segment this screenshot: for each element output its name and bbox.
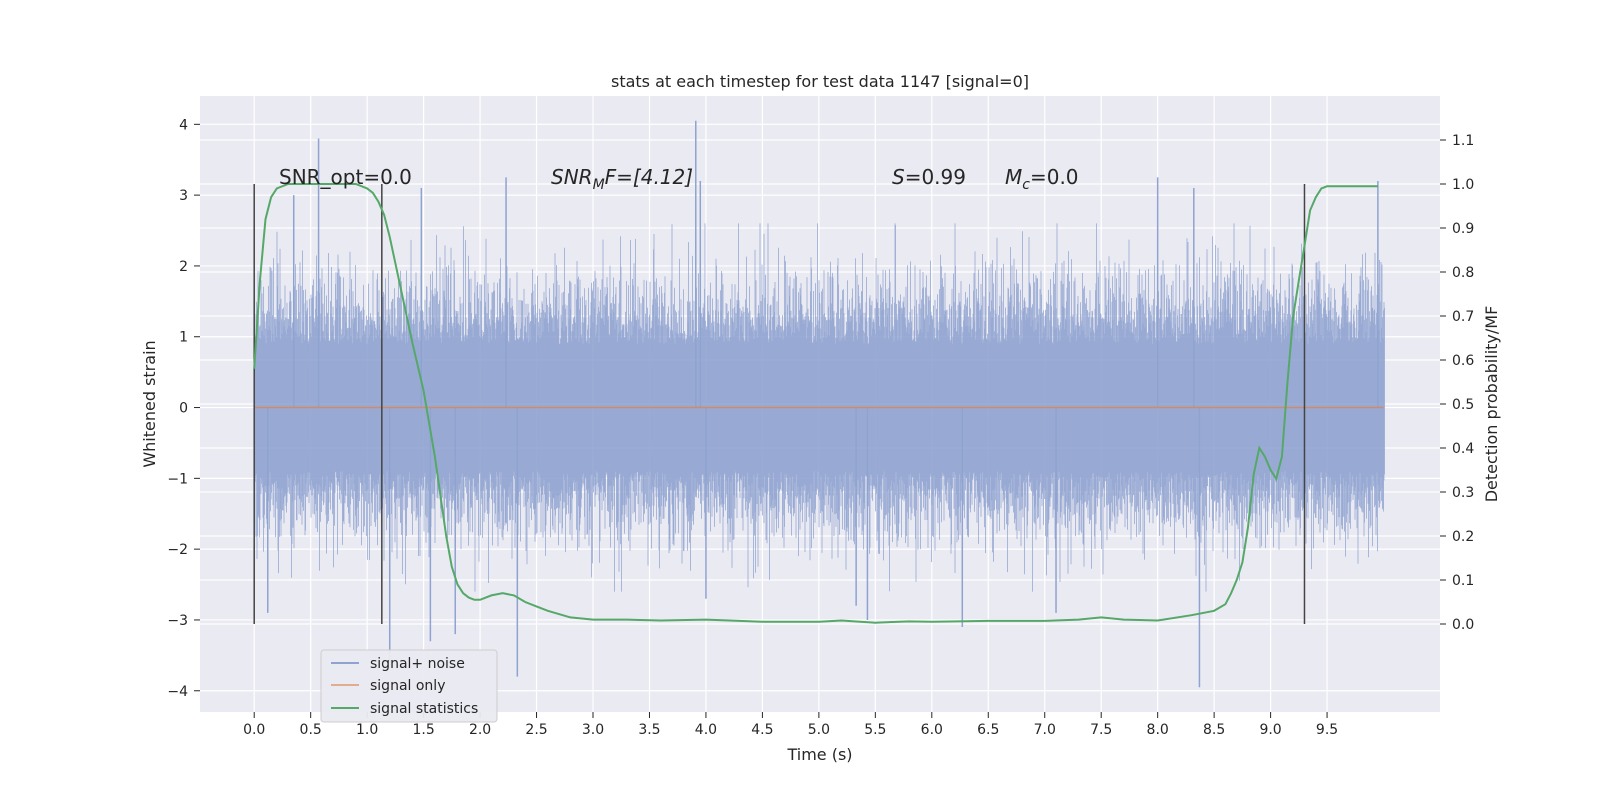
x-axis-label: Time (s) xyxy=(786,745,852,764)
y-right-tick-label: 1.0 xyxy=(1452,177,1474,193)
y-right-tick-label: 0.3 xyxy=(1452,485,1474,501)
snr-mf-sub: M xyxy=(593,177,605,193)
x-tick-label: 5.0 xyxy=(808,722,830,738)
y-right-tick-label: 1.1 xyxy=(1452,133,1474,149)
x-tick-label: 7.0 xyxy=(1034,722,1056,738)
y-right-tick-label: 0.1 xyxy=(1452,573,1474,589)
x-tick-label: 5.5 xyxy=(864,722,886,738)
annotation-mc: Mc=0.0 xyxy=(1005,165,1079,193)
y-left-axis-label: Whitened strain xyxy=(140,340,159,467)
y-left-tick-label: 4 xyxy=(179,117,188,133)
y-left-ticks: 4 3 2 1 0 −1 −2 −3 −4 xyxy=(167,117,200,700)
legend-label-signal-noise: signal+ noise xyxy=(370,656,465,672)
y-right-tick-label: 0.6 xyxy=(1452,353,1474,369)
y-left-tick-label: −3 xyxy=(167,613,188,629)
y-right-tick-label: 0.7 xyxy=(1452,309,1474,325)
annotation-snr-opt: SNR_opt=0.0 xyxy=(279,165,412,189)
snr-mf-suffix: F=[4.12] xyxy=(605,165,693,189)
x-ticks: 0.0 0.5 1.0 1.5 2.0 2.5 3.0 3.5 4.0 4.5 5.0 5.5 6.0 6… xyxy=(243,712,1338,738)
x-tick-label: 8.5 xyxy=(1203,722,1225,738)
y-left-tick-label: −4 xyxy=(167,684,188,700)
s-var: S xyxy=(892,165,905,189)
mc-value: =0.0 xyxy=(1030,165,1079,189)
annotation-snr-mf: SNRMF=[4.12] xyxy=(551,165,693,193)
x-tick-label: 6.5 xyxy=(977,722,999,738)
s-value: =0.99 xyxy=(905,165,966,189)
vertical-markers xyxy=(253,184,1306,624)
y-left-tick-label: −2 xyxy=(167,542,188,558)
y-right-tick-label: 0.8 xyxy=(1452,265,1474,281)
x-tick-label: 0.0 xyxy=(243,722,265,738)
x-tick-label: 2.5 xyxy=(525,722,547,738)
x-tick-label: 9.5 xyxy=(1316,722,1338,738)
y-right-tick-label: 0.9 xyxy=(1452,221,1474,237)
x-tick-label: 8.0 xyxy=(1147,722,1169,738)
x-tick-label: 0.5 xyxy=(300,722,322,738)
x-tick-label: 3.5 xyxy=(638,722,660,738)
x-tick-label: 3.0 xyxy=(582,722,604,738)
x-tick-label: 6.0 xyxy=(921,722,943,738)
y-left-tick-label: 1 xyxy=(179,330,188,346)
x-tick-label: 9.0 xyxy=(1259,722,1281,738)
y-left-tick-label: 0 xyxy=(179,401,188,417)
x-tick-label: 4.5 xyxy=(751,722,773,738)
x-tick-label: 1.0 xyxy=(356,722,378,738)
chart-title: stats at each timestep for test data 114… xyxy=(611,72,1029,91)
mc-var: M xyxy=(1005,165,1022,189)
y-right-tick-label: 0.0 xyxy=(1452,617,1474,633)
legend-box xyxy=(320,649,498,723)
legend: signal+ noise signal only signal statist… xyxy=(320,649,498,723)
legend-label-signal-only: signal only xyxy=(370,678,445,694)
y-right-tick-label: 0.4 xyxy=(1452,441,1474,457)
x-tick-label: 1.5 xyxy=(412,722,434,738)
y-right-axis-label: Detection probability/MF xyxy=(1482,306,1501,503)
x-tick-label: 7.5 xyxy=(1090,722,1112,738)
x-tick-label: 4.0 xyxy=(695,722,717,738)
y-left-tick-label: 3 xyxy=(179,188,188,204)
annotation-s: S=0.99 xyxy=(892,165,966,189)
y-right-tick-label: 0.2 xyxy=(1452,529,1474,545)
y-left-tick-label: 2 xyxy=(179,259,188,275)
y-left-tick-label: −1 xyxy=(167,471,188,487)
noise-series xyxy=(253,120,1385,688)
snr-mf-prefix: SNR xyxy=(551,165,593,189)
y-right-ticks: 1.1 1.0 0.9 0.8 0.7 0.6 0.5 0.4 0.3 0.2 0.1 0.0 xyxy=(1440,133,1474,633)
legend-label-signal-statistics: signal statistics xyxy=(370,701,478,717)
mc-sub: c xyxy=(1022,177,1030,193)
signal-statistics-line xyxy=(253,183,1378,624)
y-right-tick-label: 0.5 xyxy=(1452,397,1474,413)
x-tick-label: 2.0 xyxy=(469,722,491,738)
